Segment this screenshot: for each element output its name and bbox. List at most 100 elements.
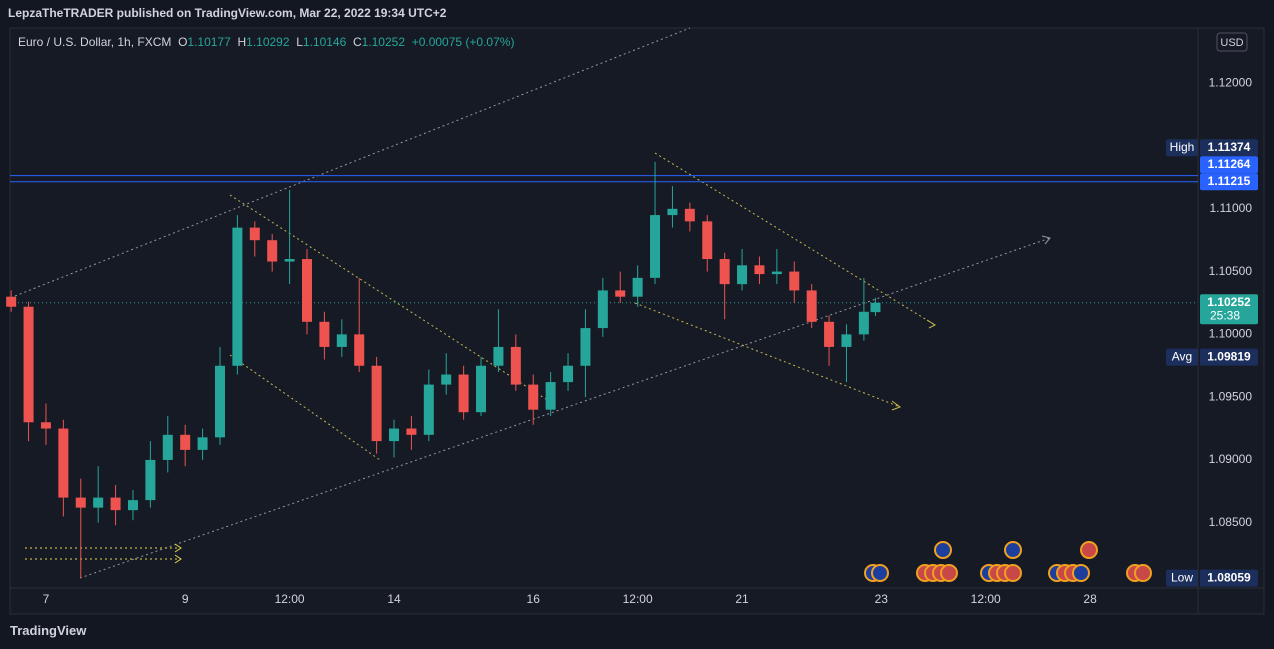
candle-body — [580, 328, 591, 366]
x-tick-label: 12:00 — [275, 592, 305, 606]
candle-body — [597, 290, 608, 329]
candle-body — [771, 271, 782, 275]
price-badge-value: 1.08059 — [1207, 570, 1251, 584]
price-badge-label: High — [1170, 140, 1195, 154]
change: +0.00075 — [411, 35, 463, 49]
candle-body — [162, 434, 173, 460]
x-tick-label: 12:00 — [971, 592, 1001, 606]
ohlc-value: 1.10146 — [302, 35, 347, 49]
ohlc-label: L — [296, 35, 303, 49]
candle-body — [406, 428, 417, 435]
candle-body — [441, 374, 452, 385]
candle-body — [180, 434, 191, 450]
price-badge — [1200, 348, 1258, 366]
header: LepzaTheTRADER published on TradingView.… — [8, 6, 447, 20]
candle-body — [545, 382, 556, 410]
ohlc-label: H — [237, 35, 247, 49]
candle-body — [754, 265, 765, 275]
price-badge — [1200, 294, 1258, 325]
event-icons — [864, 541, 1152, 582]
ohlc-value: 1.10252 — [361, 35, 406, 49]
trend-line — [229, 354, 381, 461]
price-badge — [1200, 139, 1258, 157]
candle-body — [528, 384, 539, 410]
chart-pane — [9, 27, 1265, 615]
arrow-head — [174, 554, 182, 564]
candle-body — [476, 365, 487, 413]
candle-body — [389, 428, 400, 442]
price-badge-value: 1.11264 — [1208, 157, 1251, 171]
candle-body — [214, 365, 225, 438]
candle-body — [789, 271, 800, 291]
event-icon — [940, 564, 958, 582]
y-tick-label: 1.10500 — [1209, 264, 1253, 278]
candle-body — [858, 311, 869, 335]
candle-body — [145, 459, 156, 501]
candle-body — [336, 334, 347, 347]
price-badge-label-bg — [1166, 569, 1198, 587]
y-tick-label: 1.12000 — [1209, 75, 1253, 89]
currency-button[interactable] — [1216, 32, 1248, 52]
candle-body — [110, 497, 121, 511]
event-icon — [1080, 541, 1098, 559]
candle-body — [75, 497, 86, 508]
y-tick-label: 1.10000 — [1209, 327, 1253, 341]
legend: Euro / U.S. Dollar, 1h, FXCM O1.10177 H1… — [18, 35, 514, 49]
candle-body — [197, 437, 208, 450]
price-badge-value: 1.10252 — [1207, 295, 1251, 309]
candle-body — [737, 265, 748, 285]
candle-body — [719, 259, 730, 285]
event-icon — [1072, 564, 1090, 582]
candle-body — [841, 334, 852, 347]
candle-body — [302, 259, 312, 322]
price-badge-label-bg — [1166, 139, 1198, 157]
x-tick-label: 7 — [43, 592, 50, 606]
x-tick-label: 28 — [1083, 592, 1097, 606]
candle-body — [267, 240, 278, 262]
event-icon — [1134, 564, 1152, 582]
x-tick-label: 21 — [735, 592, 749, 606]
price-badge-label-bg — [1166, 348, 1198, 366]
arrow-head — [1041, 235, 1051, 245]
price-badge-label: Avg — [1172, 349, 1192, 363]
y-tick-label: 1.09500 — [1209, 389, 1253, 403]
candle-body — [354, 334, 365, 366]
ohlc-label: O — [178, 35, 188, 49]
candle-body — [493, 346, 504, 366]
price-badge-value: 1.09819 — [1207, 349, 1251, 363]
candle-body — [58, 428, 69, 498]
candle-body — [667, 208, 678, 216]
candle-body — [93, 497, 104, 508]
price-badge-value: 1.11374 — [1208, 140, 1251, 154]
arrow-head — [174, 543, 182, 553]
x-tick-label: 16 — [527, 592, 541, 606]
candle-body — [458, 374, 469, 413]
y-tick-label: 1.11000 — [1210, 201, 1253, 215]
candle-body — [806, 290, 817, 322]
candle-body — [371, 365, 382, 442]
event-icon — [1004, 541, 1022, 559]
brand: TradingView — [10, 623, 87, 638]
arrow-head — [926, 319, 937, 329]
drawings — [14, 27, 1051, 579]
candle-body — [615, 290, 626, 297]
x-tick-label: 23 — [875, 592, 889, 606]
currency-label[interactable]: USD — [1220, 37, 1243, 49]
candle-body — [232, 227, 243, 366]
arrow-head — [891, 400, 902, 411]
candle-body — [684, 208, 695, 222]
price-badge — [1200, 173, 1258, 191]
y-tick-label: 1.09000 — [1209, 452, 1253, 466]
trend-line — [79, 237, 1051, 579]
x-tick-label: 12:00 — [623, 592, 653, 606]
price-badge — [1200, 569, 1258, 587]
candle-body — [284, 259, 295, 262]
candle-body — [23, 306, 34, 423]
price-badge — [1200, 156, 1258, 174]
countdown: 25:38 — [1210, 308, 1240, 322]
candle-body — [870, 302, 881, 313]
ohlc-value: 1.10292 — [246, 35, 290, 49]
event-icon — [934, 541, 952, 559]
